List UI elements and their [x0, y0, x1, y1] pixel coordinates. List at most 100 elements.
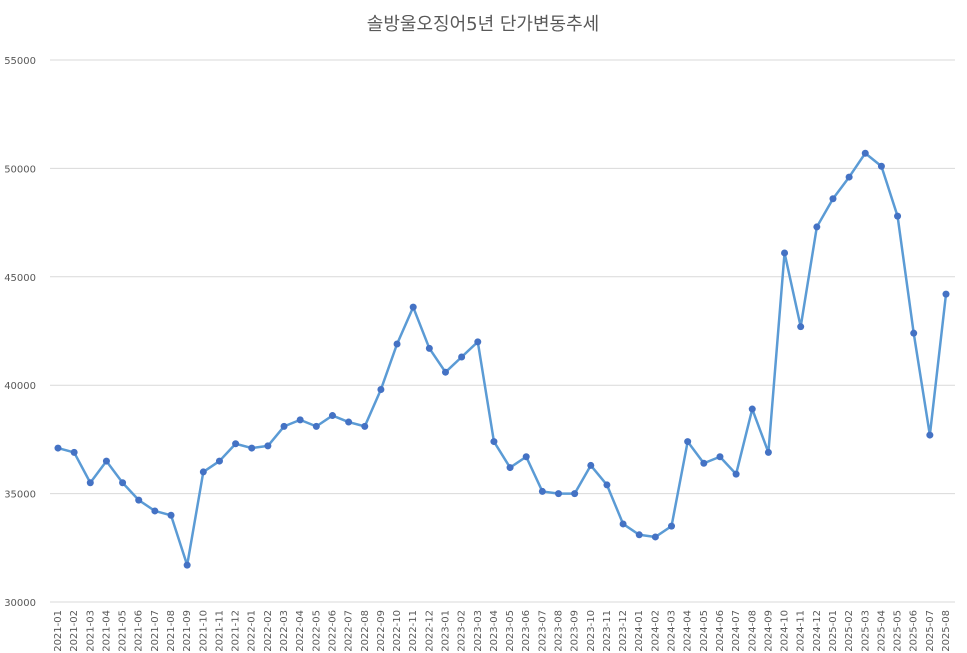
x-tick-label: 2021-02 [69, 610, 80, 652]
x-tick-label: 2025-04 [876, 610, 887, 652]
marker [668, 522, 676, 530]
x-tick-label: 2024-11 [796, 610, 807, 652]
y-tick-label: 50000 [4, 164, 36, 175]
marker [280, 422, 288, 430]
x-tick-label: 2023-03 [473, 610, 484, 652]
marker [522, 453, 530, 461]
x-tick-label: 2025-02 [844, 610, 855, 652]
x-tick-label: 2021-09 [182, 610, 193, 652]
marker [248, 444, 256, 452]
marker [700, 459, 708, 467]
line [57, 151, 948, 567]
marker [393, 340, 401, 348]
marker [119, 479, 127, 487]
x-tick-label: 2024-06 [715, 610, 726, 652]
x-tick-label: 2024-02 [650, 610, 661, 652]
marker [409, 303, 417, 311]
x-tick-label: 2025-01 [828, 610, 839, 652]
x-tick-label: 2024-01 [634, 610, 645, 652]
marker [555, 490, 563, 498]
x-tick-label: 2023-02 [457, 610, 468, 652]
marker [425, 344, 433, 352]
marker [845, 173, 853, 181]
chart-title: 솔방울오징어5년 단가변동추세 [367, 14, 599, 35]
y-tick-label: 35000 [4, 490, 36, 501]
marker [86, 479, 94, 487]
marker [829, 195, 837, 203]
x-tick-label: 2022-05 [311, 610, 322, 652]
marker [183, 561, 191, 569]
x-tick-label: 2021-08 [166, 610, 177, 652]
marker [813, 223, 821, 231]
x-tick-label: 2022-07 [344, 610, 355, 652]
marker [490, 438, 498, 446]
marker [587, 461, 595, 469]
marker [458, 353, 466, 361]
marker [102, 457, 110, 465]
x-tick-label: 2021-06 [134, 610, 145, 652]
marker [619, 520, 627, 528]
x-tick-label: 2023-04 [489, 610, 500, 652]
marker [635, 531, 643, 539]
x-tick-label: 2024-07 [731, 610, 742, 652]
x-tick-label: 2021-03 [85, 610, 96, 652]
y-tick-label: 40000 [4, 381, 36, 392]
marker [926, 431, 934, 439]
x-tick-label: 2022-01 [247, 610, 258, 652]
x-tick-label: 2022-10 [392, 610, 403, 652]
x-tick-label: 2023-07 [537, 610, 548, 652]
x-tick-label: 2022-12 [424, 610, 435, 652]
marker [296, 416, 304, 424]
x-tick-label: 2021-05 [118, 610, 129, 652]
marker [215, 457, 223, 465]
marker [135, 496, 143, 504]
x-tick-label: 2025-03 [860, 610, 871, 652]
x-tick-label: 2022-11 [408, 610, 419, 652]
x-tick-label: 2022-03 [279, 610, 290, 652]
y-tick-label: 55000 [4, 56, 36, 67]
x-tick-label: 2024-03 [667, 610, 678, 652]
marker [781, 249, 789, 257]
x-tick-label: 2024-08 [747, 610, 758, 652]
marker [474, 338, 482, 346]
x-tick-label: 2025-08 [941, 610, 952, 652]
x-tick-label: 2022-02 [263, 610, 274, 652]
marker [861, 149, 869, 157]
marker [748, 405, 756, 413]
x-tick-label: 2023-10 [586, 610, 597, 652]
x-tick-label: 2023-11 [602, 610, 613, 652]
x-tick-label: 2022-06 [327, 610, 338, 652]
marker [732, 470, 740, 478]
marker [377, 386, 385, 394]
x-tick-label: 2022-08 [360, 610, 371, 652]
x-tick-label: 2022-04 [295, 610, 306, 652]
x-tick-label: 2024-05 [699, 610, 710, 652]
marker [538, 487, 546, 495]
marker [571, 490, 579, 498]
marker [441, 368, 449, 376]
x-tick-label: 2023-05 [505, 610, 516, 652]
marker [264, 442, 272, 450]
x-tick-label: 2021-04 [101, 610, 112, 652]
marker [312, 422, 320, 430]
y-tick-label: 45000 [4, 273, 36, 284]
x-tick-label: 2025-05 [893, 610, 904, 652]
marker [151, 507, 159, 515]
x-tick-label: 2024-04 [683, 610, 694, 652]
x-tick-label: 2021-01 [53, 610, 64, 652]
marker [328, 412, 336, 420]
x-tick-label: 2023-06 [521, 610, 532, 652]
marker [199, 468, 207, 476]
marker [910, 329, 918, 337]
x-tick-label: 2021-12 [231, 610, 242, 652]
marker [684, 438, 692, 446]
marker [894, 212, 902, 220]
x-tick-label: 2021-11 [214, 610, 225, 652]
marker [506, 464, 514, 472]
marker [345, 418, 353, 426]
x-tick-label: 2023-01 [440, 610, 451, 652]
marker [232, 440, 240, 448]
marker [651, 533, 659, 541]
marker [797, 323, 805, 331]
